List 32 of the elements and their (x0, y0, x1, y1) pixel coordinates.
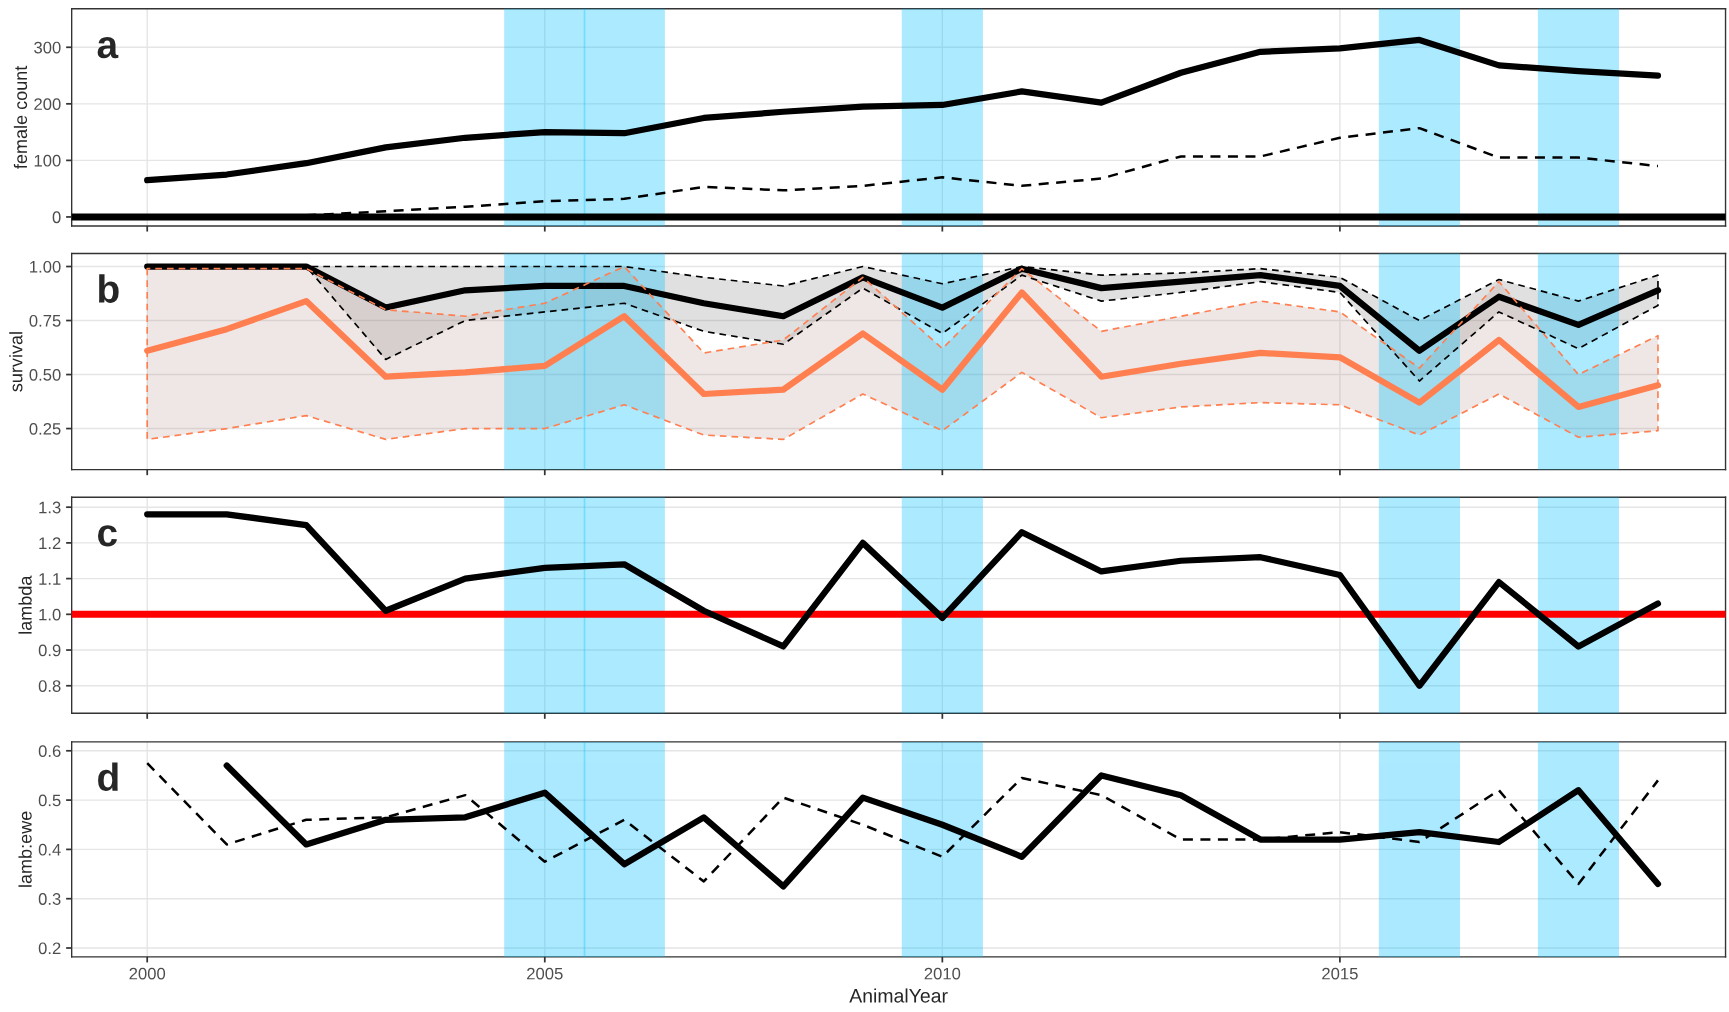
x-tick-label: 2005 (527, 967, 563, 980)
y-tick-label: 0.6 (38, 745, 61, 757)
y-tick-label: 0.8 (38, 680, 61, 692)
y-tick-label: 0.25 (29, 422, 61, 435)
y-tick-label: 1.0 (39, 608, 61, 621)
y-tick-label: 1.2 (39, 537, 61, 549)
y-tick-label: 0.2 (38, 942, 61, 955)
y-tick-label: 1.3 (39, 501, 61, 514)
y-tick-label: 0.50 (29, 368, 61, 381)
y-tick-label: 0.4 (38, 843, 61, 856)
y-axis-title: female count (13, 65, 28, 169)
x-tick-label: 2015 (1322, 967, 1358, 980)
y-tick-label: 0.3 (38, 893, 61, 905)
annotation: b (99, 274, 119, 303)
y-axis-title: lambda (18, 575, 32, 634)
y-axis-title: survival (9, 332, 23, 392)
y-tick-label: 0.5 (38, 794, 61, 807)
y-tick-label: 0.75 (29, 314, 61, 327)
y-tick-label: 100 (34, 154, 61, 167)
annotation: a (97, 37, 119, 59)
y-tick-label: 300 (34, 41, 61, 54)
x-tick-label: 2010 (924, 967, 961, 980)
x-tick-label: 2000 (129, 967, 166, 980)
annotation: d (98, 762, 118, 792)
y-tick-label: 1.1 (39, 573, 61, 585)
y-tick-label: 0 (52, 211, 61, 224)
y-axis-title: lamb:ewe (18, 811, 32, 887)
y-tick-label: 0.9 (38, 644, 61, 657)
y-tick-label: 1.00 (30, 260, 61, 273)
y-tick-label: 200 (34, 98, 61, 111)
x-axis-title: AnimalYear (849, 988, 948, 1003)
annotation: c (98, 525, 117, 547)
